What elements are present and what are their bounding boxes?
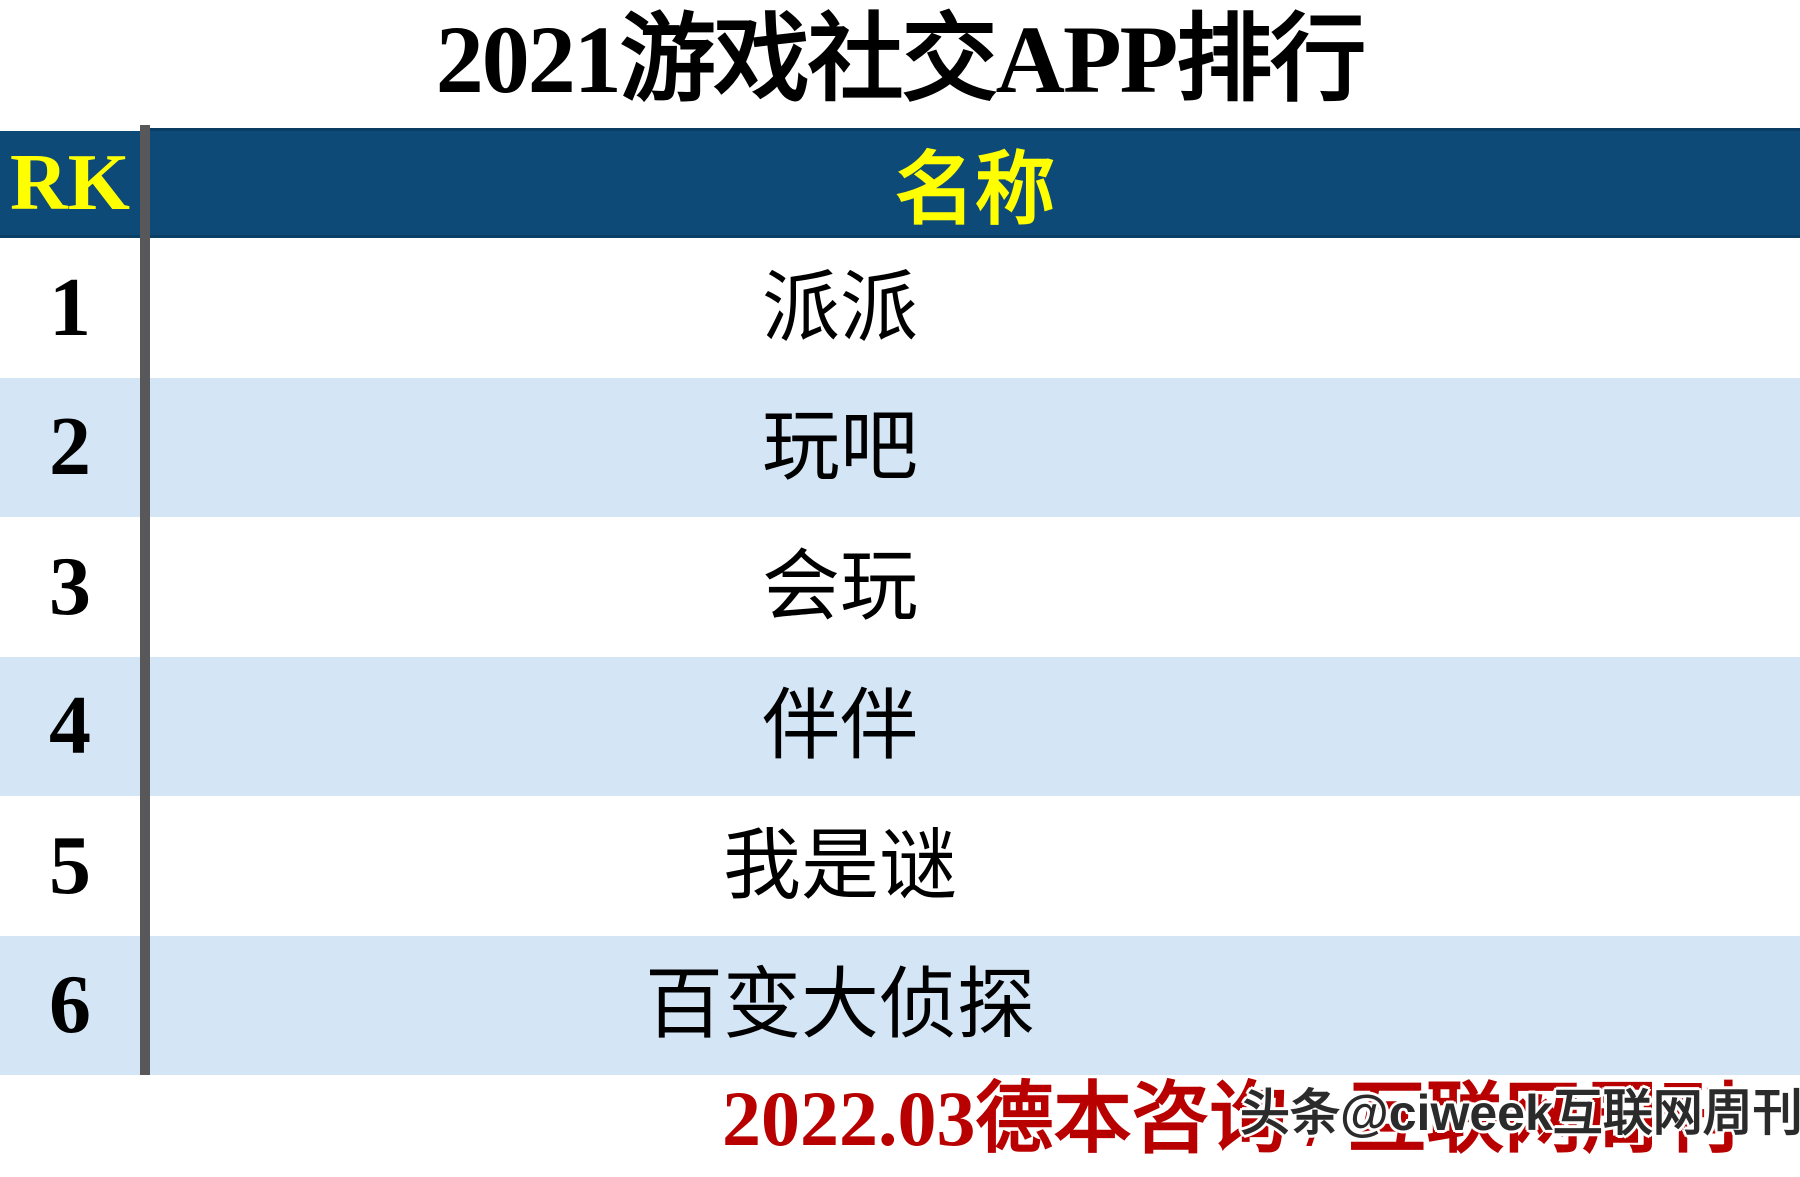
rank-cell: 1 [49,260,91,354]
header-rank-label: RK [10,138,130,227]
table-header-row: RK 名称 [0,131,1800,238]
table-row: 5 我是谜 [0,796,1800,936]
rank-cell: 5 [49,818,91,912]
rank-cell: 6 [49,958,91,1052]
table-row: 1 派派 [0,238,1800,378]
rank-cell: 4 [49,679,91,773]
toutiao-watermark: 头条@ciweek互联网周刊 [1240,1085,1800,1141]
table-row: 4 伴伴 [0,656,1800,796]
app-name-cell: 派派 [761,263,918,351]
table-row: 2 玩吧 [0,377,1800,517]
header-top-border [140,128,1800,131]
app-name-cell: 伴伴 [761,682,918,770]
app-name-cell: 会玩 [761,542,918,630]
app-name-cell: 百变大侦探 [644,961,1035,1049]
table-body: 1 派派 2 玩吧 3 会玩 4 伴伴 5 我是谜 6 百变大侦探 [0,238,1800,1075]
table-row: 3 会玩 [0,517,1800,657]
rank-cell: 2 [49,400,91,494]
footer-credit: 2022.03德本咨询 / 互联网周刊 [722,1075,1739,1162]
ranking-table: RK 名称 1 派派 2 玩吧 3 会玩 4 伴伴 5 我是谜 6 百变大侦探 [0,131,1800,1075]
app-name-cell: 玩吧 [761,403,918,491]
app-name-cell: 我是谜 [722,821,957,909]
rank-cell: 3 [49,539,91,633]
page-title: 2021游戏社交APP排行 [435,6,1367,113]
header-name-label: 名称 [895,147,1055,235]
column-divider-line [140,125,150,1075]
table-row: 6 百变大侦探 [0,935,1800,1075]
